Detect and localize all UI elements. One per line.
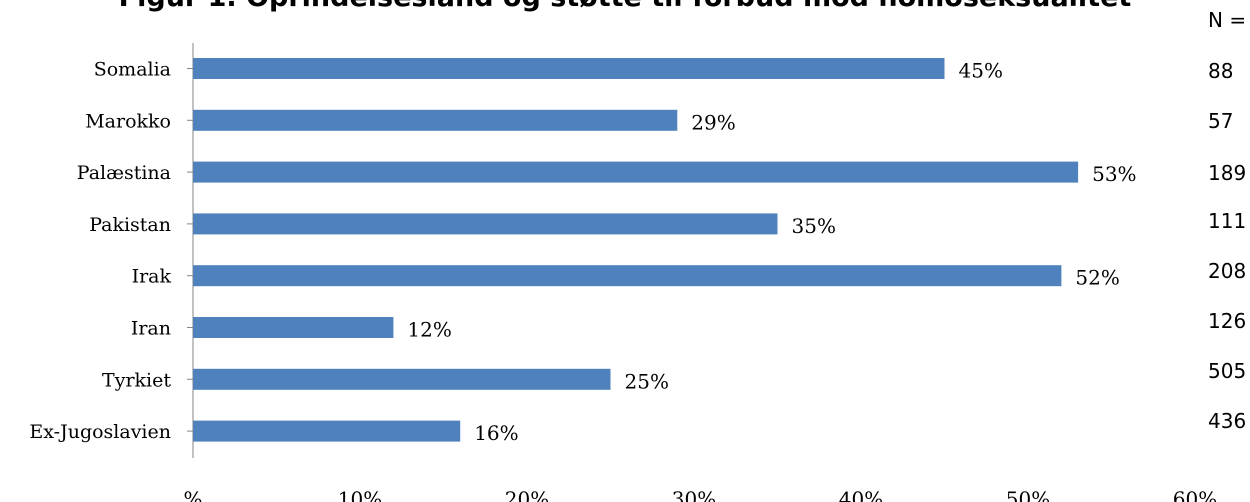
value-label: 16% [474, 421, 518, 445]
bar-ex-jugoslavien [193, 420, 461, 442]
value-label: 52% [1075, 266, 1119, 290]
n-value: 505 [1208, 359, 1246, 383]
n-value: 126 [1208, 309, 1246, 333]
category-label: Ex-Jugoslavien [29, 421, 171, 443]
category-label: Pakistan [89, 214, 171, 236]
n-value: 88 [1208, 59, 1233, 83]
x-tick-label: 20% [505, 487, 549, 502]
category-label: Marokko [85, 110, 171, 132]
category-label: Irak [132, 266, 172, 288]
bar-marokko [193, 109, 678, 131]
n-header: N = [1208, 8, 1247, 32]
x-tick-label: 40% [839, 487, 883, 502]
n-value: 189 [1208, 161, 1246, 185]
category-label: Palæstina [77, 162, 171, 184]
bar-irak [193, 265, 1062, 287]
chart-title: Figur 1. Oprindelsesland og støtte til f… [0, 0, 1250, 13]
bar-somalia [193, 58, 945, 79]
n-value: 208 [1208, 259, 1246, 283]
value-label: 53% [1092, 162, 1136, 186]
n-value: 111 [1208, 209, 1246, 233]
x-tick-label: 60% [1173, 487, 1217, 502]
value-label: 25% [625, 369, 669, 393]
value-label: 12% [407, 318, 451, 342]
x-tick-label: 30% [672, 487, 716, 502]
x-tick-label: 10% [338, 487, 382, 502]
value-label: 35% [792, 214, 836, 238]
category-label: Tyrkiet [102, 369, 171, 391]
bar-iran [193, 317, 394, 338]
x-tick-label: % [183, 487, 202, 502]
x-tick-label: 50% [1006, 487, 1050, 502]
category-label: Iran [131, 318, 171, 340]
bar-pakistan [193, 213, 778, 235]
n-value: 57 [1208, 109, 1233, 133]
n-value: 436 [1208, 409, 1246, 433]
category-label: Somalia [94, 59, 171, 81]
bar-palæstina [193, 161, 1079, 183]
value-label: 29% [691, 110, 735, 134]
bar-tyrkiet [193, 368, 611, 390]
value-label: 45% [959, 59, 1003, 83]
